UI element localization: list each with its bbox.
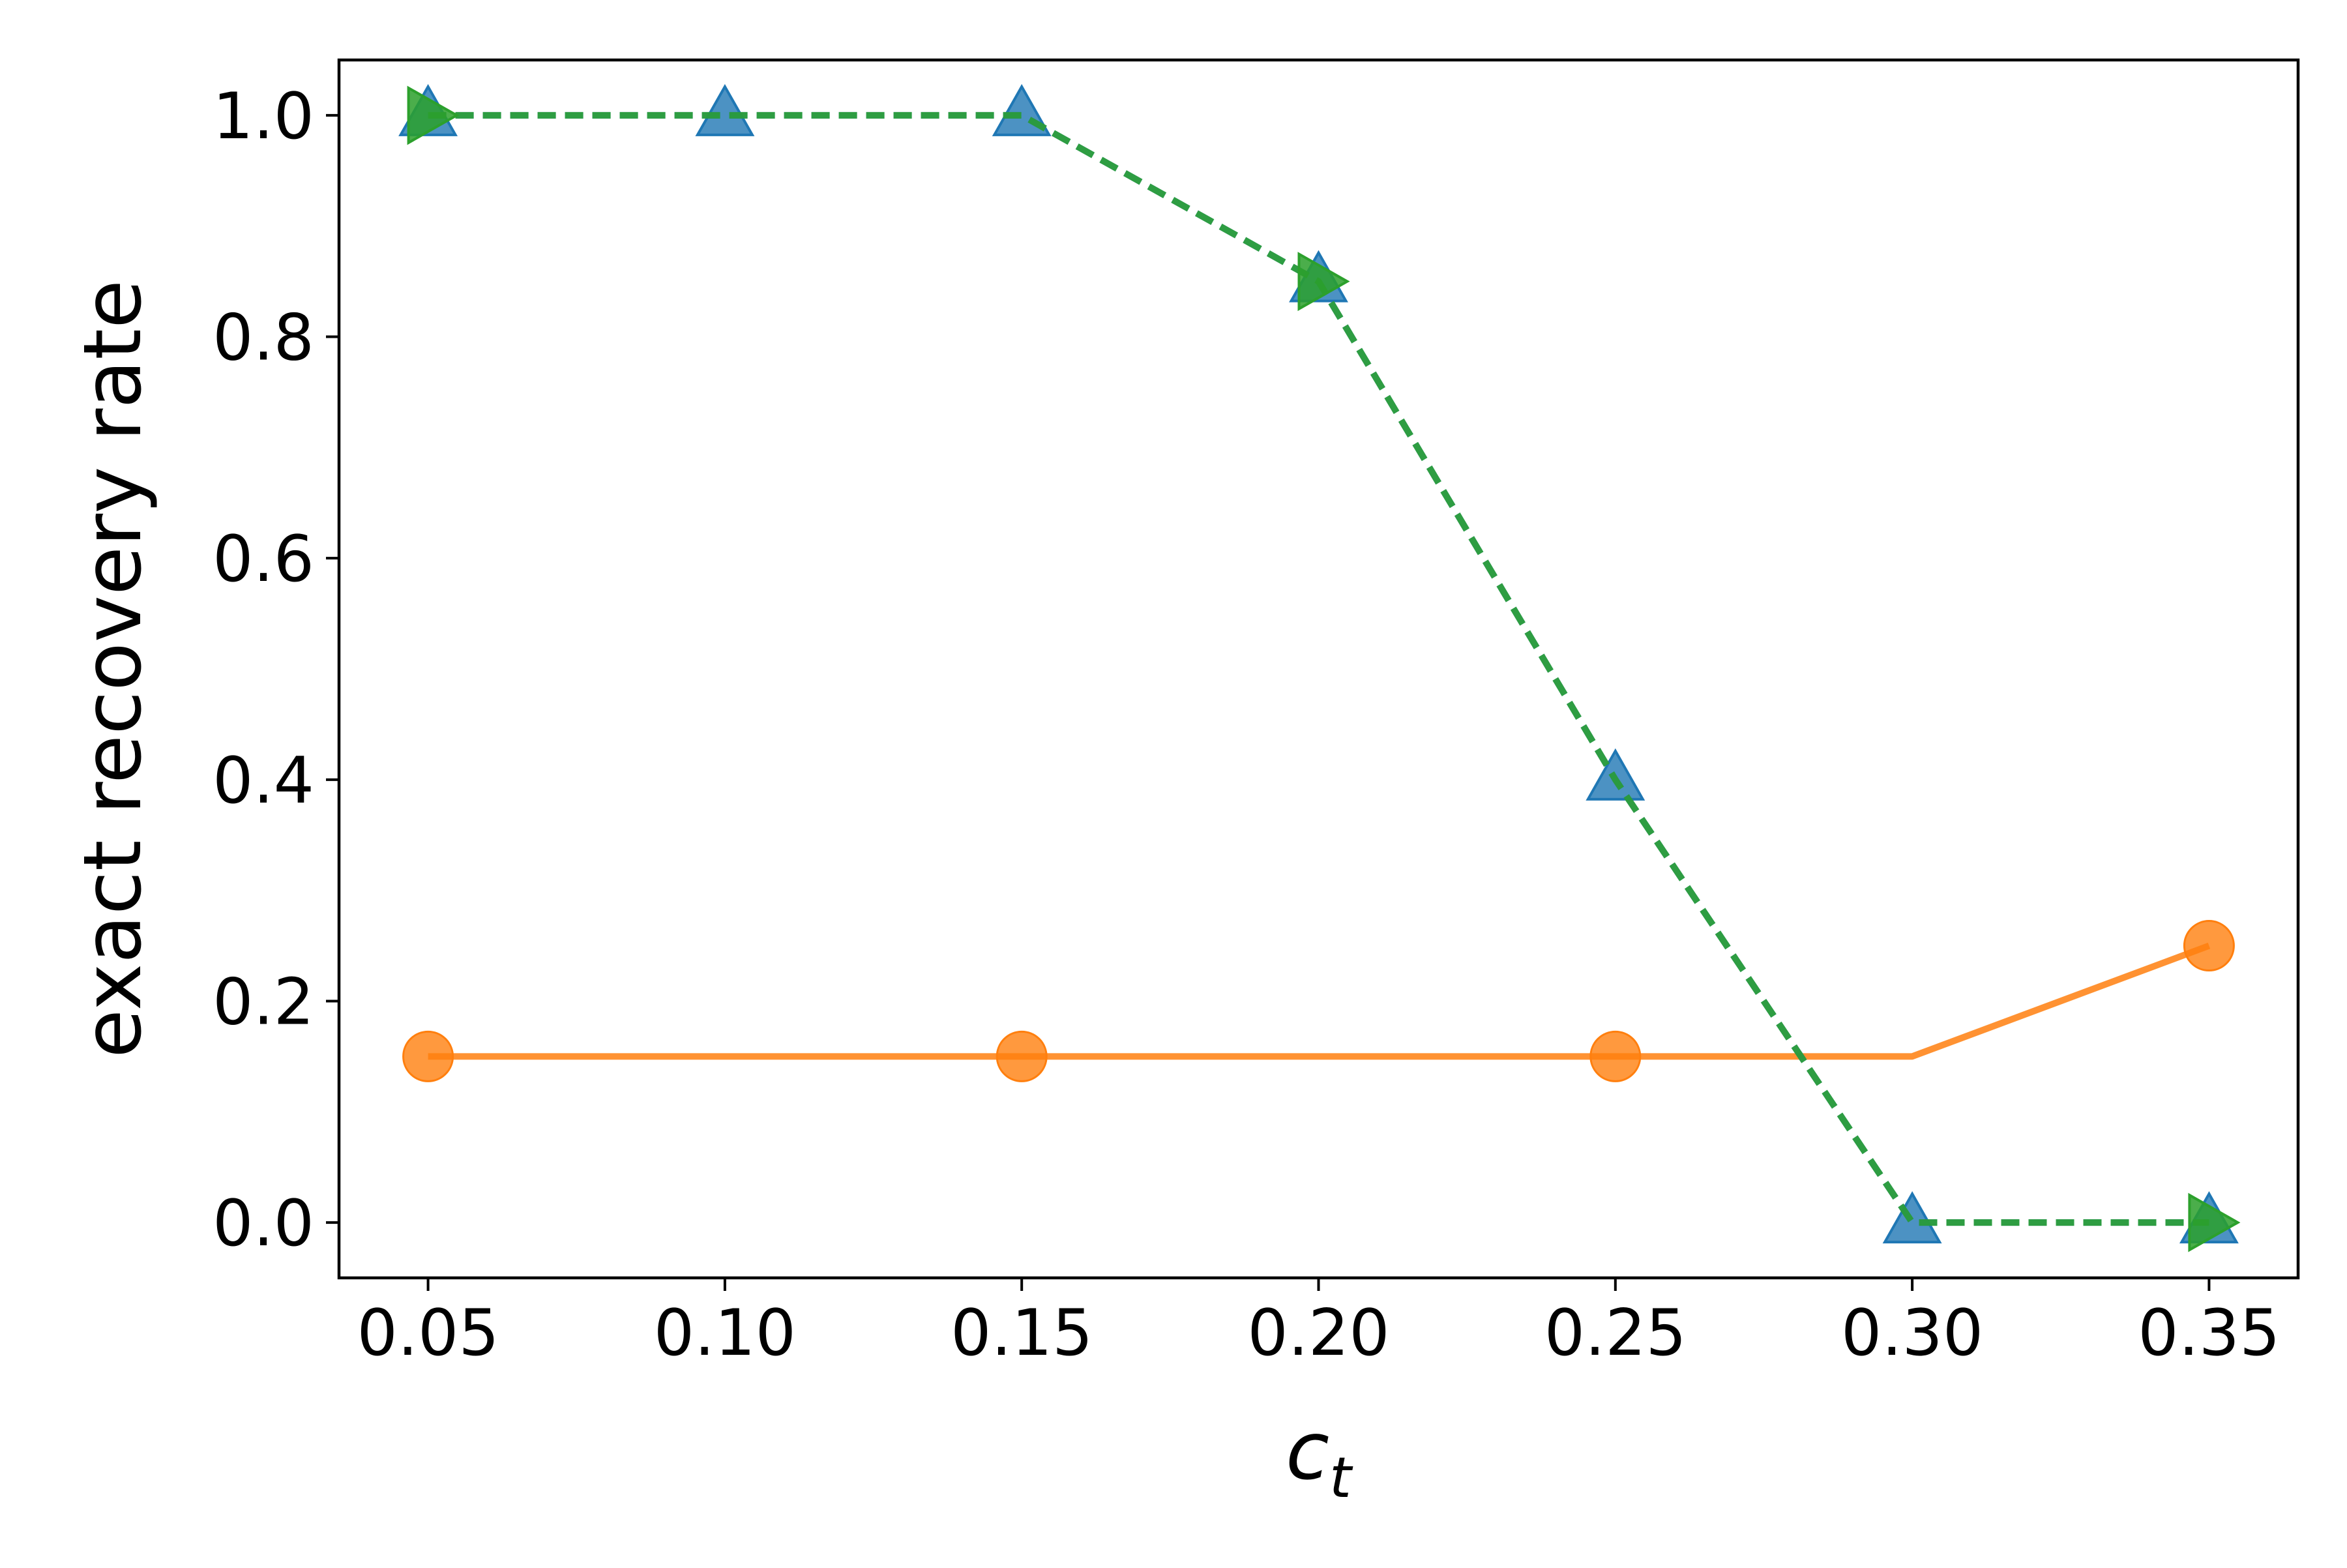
y-tick-label: 0.2 xyxy=(213,965,314,1039)
y-tick-label: 0.8 xyxy=(213,301,314,376)
data-point-circle xyxy=(2183,920,2235,972)
x-tick-label: 0.20 xyxy=(1247,1296,1389,1370)
data-point-triangle-right xyxy=(407,85,460,145)
series-1 xyxy=(398,83,2239,1244)
plot-frame xyxy=(337,58,2300,1280)
y-axis: 0.0 0.2 0.4 0.6 0.8 1.0 xyxy=(213,80,339,1261)
data-point-circle xyxy=(1589,1030,1642,1082)
y-tick-label: 0.0 xyxy=(213,1187,314,1261)
x-tick-label: 0.15 xyxy=(951,1296,1093,1370)
x-tick-label: 0.10 xyxy=(654,1296,796,1370)
x-tick-label: 0.35 xyxy=(2138,1296,2280,1370)
x-axis-label-main: c xyxy=(1286,1405,1329,1498)
series-layer xyxy=(398,83,2241,1252)
y-axis-label: exact recovery rate xyxy=(66,280,159,1058)
series-3 xyxy=(407,85,2241,1252)
x-axis-label: ct xyxy=(1286,1405,1353,1511)
x-tick-label: 0.05 xyxy=(357,1296,499,1370)
data-point-triangle-right xyxy=(2188,1192,2241,1252)
y-tick-label: 0.6 xyxy=(213,522,314,597)
x-axis: 0.05 0.10 0.15 0.20 0.25 0.30 0.35 xyxy=(357,1278,2281,1370)
series-line xyxy=(428,942,2211,1060)
x-tick-label: 0.25 xyxy=(1544,1296,1687,1370)
x-tick-label: 0.30 xyxy=(1841,1296,1983,1370)
series-2 xyxy=(402,920,2235,1082)
data-point-circle xyxy=(996,1030,1048,1082)
y-tick-label: 1.0 xyxy=(213,80,314,154)
data-point-triangle-right xyxy=(1297,252,1350,312)
data-point-circle xyxy=(402,1030,454,1082)
data-point-triangle-up xyxy=(695,83,755,136)
x-axis-label-subscript: t xyxy=(1329,1445,1353,1511)
y-tick-label: 0.4 xyxy=(213,744,314,818)
